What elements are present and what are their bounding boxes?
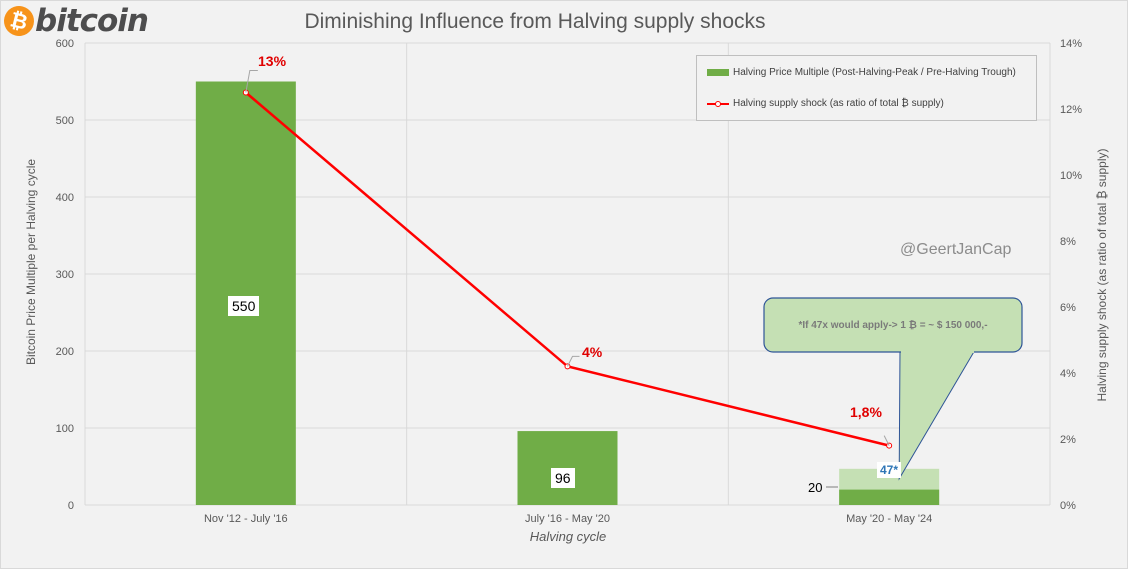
legend-bar-swatch: [707, 68, 729, 76]
legend-bar-label: Halving Price Multiple (Post-Halving-Pea…: [733, 66, 1016, 78]
callout-text: *If 47x would apply-> 1 ₿ = ~ $ 150 000,…: [798, 319, 988, 331]
bar: [839, 489, 940, 505]
hypothetical-bar-label: 47*: [877, 462, 902, 478]
legend-line-swatch: [707, 100, 729, 107]
line-value-label: 1,8%: [850, 404, 882, 420]
y2-tick-label: 4%: [1060, 368, 1076, 380]
bar-value-label: 550: [228, 296, 260, 316]
label-leader: [567, 355, 580, 367]
callout-join: [901, 349, 974, 353]
bar-value-label: 96: [551, 468, 575, 488]
y2-tick-label: 0%: [1060, 500, 1076, 512]
y2-tick-label: 10%: [1060, 170, 1082, 182]
y2-tick-label: 14%: [1060, 38, 1082, 50]
bitcoin-logo-text: bitcoin: [35, 3, 149, 39]
chart-title: Diminishing Influence from Halving suppl…: [304, 10, 766, 33]
y-tick-label: 400: [56, 192, 74, 204]
supply-shock-line: [245, 91, 890, 447]
line-series: [242, 70, 893, 488]
legend-item-line: Halving supply shock (as ratio of total …: [707, 95, 944, 111]
y-tick-label: 200: [56, 346, 74, 358]
bar-value-label: 20: [806, 480, 825, 495]
callout-pointer: [898, 349, 976, 481]
y-axis-title: Bitcoin Price Multiple per Halving cycle: [24, 159, 38, 365]
line-value-label: 13%: [258, 53, 287, 69]
callout-shape: [763, 297, 1023, 481]
y2-tick-label: 12%: [1060, 104, 1082, 116]
callout-box: [763, 297, 1023, 353]
legend: Halving Price Multiple (Post-Halving-Pea…: [696, 55, 1037, 121]
x-tick-label: Nov '12 - July '16: [204, 513, 288, 525]
line-value-label: 4%: [582, 344, 603, 360]
y-tick-label: 0: [68, 500, 74, 512]
label-leader: [245, 70, 258, 93]
y2-axis-title: Halving supply shock (as ratio of total …: [1095, 149, 1109, 402]
y2-tick-label: 6%: [1060, 302, 1076, 314]
x-axis-title: Halving cycle: [529, 529, 607, 544]
legend-item-bars: Halving Price Multiple (Post-Halving-Pea…: [707, 64, 1016, 80]
y-tick-label: 600: [56, 38, 74, 50]
legend-line-label: Halving supply shock (as ratio of total …: [733, 97, 944, 109]
y2-tick-label: 8%: [1060, 236, 1076, 248]
y-tick-label: 500: [56, 115, 74, 127]
x-tick-label: May '20 - May '24: [846, 513, 932, 525]
label-leader: [883, 435, 890, 446]
y2-tick-label: 2%: [1060, 434, 1076, 446]
bitcoin-logo: ₿ bitcoin: [0, 2, 149, 40]
axis-ticks: 0 100 200 300 400 500 600 0% 2% 4% 6% 8% 10% 12% 14% No…: [56, 38, 1083, 525]
bar-series: [195, 81, 940, 505]
watermark: @GeertJanCap: [900, 241, 1012, 258]
y-tick-label: 100: [56, 423, 74, 435]
x-tick-label: July '16 - May '20: [525, 513, 610, 525]
bar: [195, 81, 296, 505]
y-tick-label: 300: [56, 269, 74, 281]
